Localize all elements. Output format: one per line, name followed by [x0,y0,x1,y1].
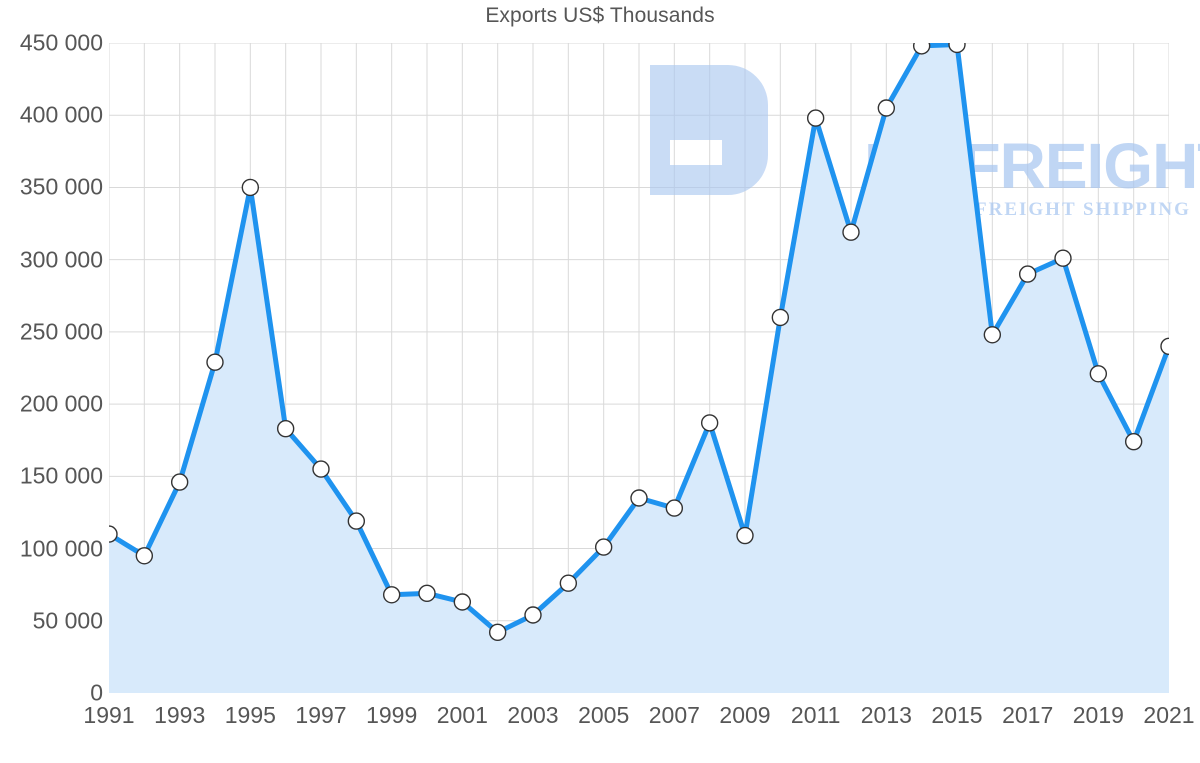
data-point[interactable]: 2013: 405000 [878,100,894,116]
y-tick-label: 300 000 [19,246,103,273]
x-tick-label: 1997 [295,702,347,728]
data-point[interactable]: 2009: 109000 [737,528,753,544]
y-tick-label: 100 000 [19,535,103,562]
data-point[interactable]: 2005: 101000 [596,539,612,555]
data-point[interactable]: 1999: 68000 [384,587,400,603]
y-tick-label: 250 000 [19,318,103,345]
y-tick-label: 200 000 [19,390,103,417]
data-point[interactable]: 2006: 135000 [631,490,647,506]
x-tick-label: 1999 [366,702,418,728]
y-tick-label: 350 000 [19,173,103,200]
data-point[interactable]: 1991: 110000 [109,526,117,542]
data-point[interactable]: 2003: 54000 [525,607,541,623]
x-tick-label: 2015 [931,702,983,728]
chart-series: 1991: 110000 1992: 95000 1993: 146000 1994:… [109,43,1169,693]
x-tick-label: 2019 [1072,702,1124,728]
x-tick-label: 2009 [719,702,771,728]
data-point[interactable]: 2011: 398000 [808,110,824,126]
x-tick-label: 2007 [648,702,700,728]
x-tick-label: 2017 [1002,702,1054,728]
data-point[interactable]: 1996: 183000 [278,421,294,437]
data-point[interactable]: 1992: 95000 [136,548,152,564]
data-point[interactable]: 1997: 155000 [313,461,329,477]
x-tick-label: 1993 [154,702,206,728]
data-point[interactable]: 2010: 260000 [772,309,788,325]
x-tick-label: 1995 [224,702,276,728]
y-tick-label: 150 000 [19,462,103,489]
data-point[interactable]: 2007: 128000 [666,500,682,516]
data-point[interactable]: 2015: 449000 [949,43,965,52]
data-point[interactable]: 2018: 301000 [1055,250,1071,266]
x-tick-label: 2013 [860,702,912,728]
data-point[interactable]: 2019: 221000 [1090,366,1106,382]
chart-title: Exports US$ Thousands [485,4,715,27]
y-tick-label: 450 000 [19,29,103,56]
data-point[interactable]: 2002: 42000 [490,624,506,640]
data-point[interactable]: 2021: 240000 [1161,338,1169,354]
x-tick-label: 2003 [507,702,559,728]
data-point[interactable]: 2008: 187000 [702,415,718,431]
y-tick-label: 400 000 [19,101,103,128]
data-point[interactable]: 2001: 63000 [454,594,470,610]
x-tick-label: 2005 [578,702,630,728]
y-tick-label: 50 000 [32,607,103,634]
data-point[interactable]: 2016: 248000 [984,327,1000,343]
x-tick-label: 2021 [1143,702,1195,728]
data-point[interactable]: 2012: 319000 [843,224,859,240]
y-tick-label: 0 [90,679,103,706]
data-point[interactable]: 1998: 119000 [348,513,364,529]
x-tick-label: 1991 [83,702,135,728]
data-point[interactable]: 2004: 76000 [560,575,576,591]
data-point[interactable]: 1994: 229000 [207,354,223,370]
x-tick-label: 2011 [790,702,841,728]
x-tick-label: 2001 [436,702,488,728]
data-point[interactable]: 2017: 290000 [1020,266,1036,282]
y-axis: 0 50 000 100 000 150 000 200 000 250 000 300 0… [0,0,103,763]
data-point[interactable]: 2020: 174000 [1126,434,1142,450]
data-point[interactable]: 1993: 146000 [172,474,188,490]
data-point[interactable]: 2014: 448000 [914,43,930,54]
area-fill [109,44,1169,693]
